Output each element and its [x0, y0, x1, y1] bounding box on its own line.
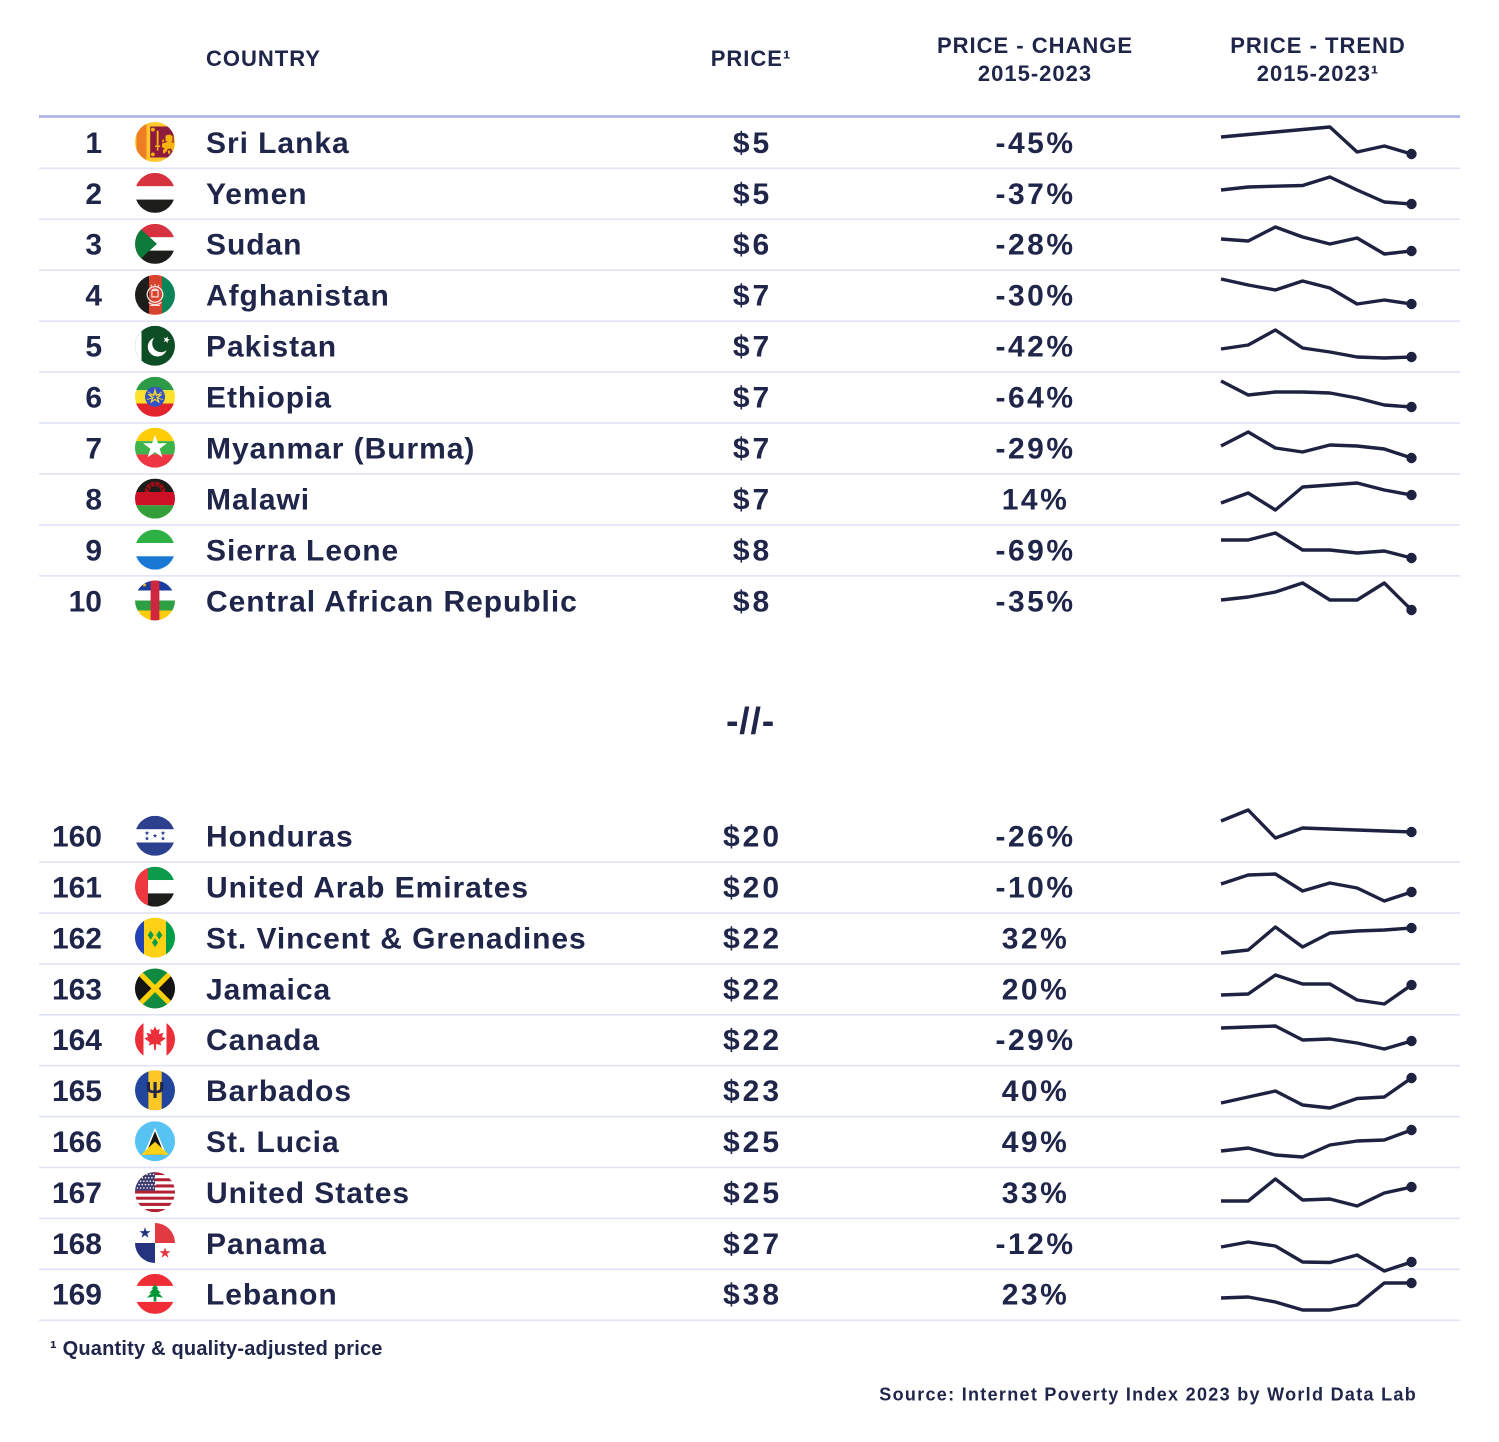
svg-text:-42%: -42%	[995, 331, 1075, 364]
svg-text:14%: 14%	[1002, 483, 1070, 516]
svg-text:20%: 20%	[1002, 973, 1070, 1006]
svg-text:Afghanistan: Afghanistan	[206, 280, 390, 313]
svg-text:$8: $8	[733, 585, 772, 618]
svg-text:161: 161	[52, 872, 102, 905]
svg-text:$8: $8	[733, 534, 772, 567]
svg-text:Ψ: Ψ	[146, 1077, 165, 1103]
svg-text:Myanmar (Burma): Myanmar (Burma)	[206, 433, 475, 466]
svg-text:162: 162	[52, 922, 102, 955]
svg-text:Jamaica: Jamaica	[206, 973, 331, 1006]
svg-text:2: 2	[85, 178, 102, 211]
svg-text:167: 167	[52, 1177, 102, 1210]
svg-text:33%: 33%	[1002, 1177, 1070, 1210]
svg-text:5: 5	[85, 331, 102, 364]
svg-text:Yemen: Yemen	[206, 178, 307, 211]
svg-text:10: 10	[69, 585, 102, 618]
svg-text:169: 169	[52, 1279, 102, 1312]
svg-text:23%: 23%	[1002, 1279, 1070, 1312]
svg-text:49%: 49%	[1002, 1126, 1070, 1159]
svg-text:Pakistan: Pakistan	[206, 331, 337, 364]
svg-text:St. Lucia: St. Lucia	[206, 1126, 340, 1159]
svg-text:-28%: -28%	[995, 229, 1075, 262]
svg-text:$7: $7	[733, 382, 772, 415]
svg-text:165: 165	[52, 1075, 102, 1108]
svg-text:$23: $23	[723, 1075, 782, 1108]
svg-text:160: 160	[52, 821, 102, 854]
svg-text:32%: 32%	[1002, 922, 1070, 955]
svg-text:2015-2023¹: 2015-2023¹	[1257, 61, 1380, 86]
svg-text:$38: $38	[723, 1279, 782, 1312]
svg-text:COUNTRY: COUNTRY	[206, 46, 321, 71]
svg-text:4: 4	[85, 280, 102, 313]
svg-text:-10%: -10%	[995, 872, 1075, 905]
svg-text:Lebanon: Lebanon	[206, 1279, 338, 1312]
svg-text:Barbados: Barbados	[206, 1075, 352, 1108]
svg-text:166: 166	[52, 1126, 102, 1159]
svg-text:St. Vincent & Grenadines: St. Vincent & Grenadines	[206, 922, 587, 955]
svg-text:164: 164	[52, 1024, 102, 1057]
svg-text:-29%: -29%	[995, 433, 1075, 466]
svg-text:3: 3	[85, 229, 102, 262]
svg-text:¹ Quantity & quality-adjusted: ¹ Quantity & quality-adjusted price	[50, 1338, 383, 1360]
svg-text:Source: Internet Poverty Index: Source: Internet Poverty Index 2023 by W…	[879, 1385, 1417, 1405]
svg-text:163: 163	[52, 973, 102, 1006]
svg-text:$22: $22	[723, 1024, 782, 1057]
svg-text:$7: $7	[733, 433, 772, 466]
svg-text:-45%: -45%	[995, 127, 1075, 160]
svg-text:-69%: -69%	[995, 534, 1075, 567]
svg-text:8: 8	[85, 483, 102, 516]
svg-text:-35%: -35%	[995, 585, 1075, 618]
svg-text:United States: United States	[206, 1177, 410, 1210]
svg-text:PRICE - CHANGE: PRICE - CHANGE	[937, 33, 1133, 58]
svg-text:7: 7	[85, 433, 102, 466]
svg-text:$5: $5	[733, 127, 772, 160]
svg-text:40%: 40%	[1002, 1075, 1070, 1108]
svg-text:$7: $7	[733, 280, 772, 313]
svg-text:Malawi: Malawi	[206, 483, 310, 516]
svg-text:$5: $5	[733, 178, 772, 211]
svg-text:$7: $7	[733, 483, 772, 516]
svg-text:$20: $20	[723, 821, 782, 854]
svg-text:$7: $7	[733, 331, 772, 364]
svg-text:-12%: -12%	[995, 1228, 1075, 1261]
svg-text:-//-: -//-	[726, 700, 775, 742]
svg-text:$25: $25	[723, 1126, 782, 1159]
svg-text:-26%: -26%	[995, 821, 1075, 854]
svg-text:168: 168	[52, 1228, 102, 1261]
svg-text:2015-2023: 2015-2023	[978, 61, 1092, 86]
svg-text:6: 6	[85, 382, 102, 415]
svg-text:Honduras: Honduras	[206, 821, 354, 854]
svg-text:Panama: Panama	[206, 1228, 327, 1261]
svg-text:$6: $6	[733, 229, 772, 262]
svg-text:Sudan: Sudan	[206, 229, 302, 262]
svg-text:Sri Lanka: Sri Lanka	[206, 127, 350, 160]
svg-text:$27: $27	[723, 1228, 782, 1261]
svg-text:Sierra Leone: Sierra Leone	[206, 534, 399, 567]
svg-text:Central African Republic: Central African Republic	[206, 585, 578, 618]
svg-text:-30%: -30%	[995, 280, 1075, 313]
svg-text:$22: $22	[723, 973, 782, 1006]
svg-text:United Arab Emirates: United Arab Emirates	[206, 872, 529, 905]
svg-text:PRICE - TREND: PRICE - TREND	[1230, 33, 1406, 58]
svg-text:9: 9	[85, 534, 102, 567]
svg-text:$20: $20	[723, 872, 782, 905]
svg-text:$25: $25	[723, 1177, 782, 1210]
svg-text:-37%: -37%	[995, 178, 1075, 211]
svg-text:-29%: -29%	[995, 1024, 1075, 1057]
svg-text:Ethiopia: Ethiopia	[206, 382, 332, 415]
svg-text:Canada: Canada	[206, 1024, 320, 1057]
svg-text:1: 1	[85, 127, 102, 160]
svg-text:$22: $22	[723, 922, 782, 955]
svg-text:PRICE¹: PRICE¹	[711, 46, 792, 71]
svg-text:-64%: -64%	[995, 382, 1075, 415]
